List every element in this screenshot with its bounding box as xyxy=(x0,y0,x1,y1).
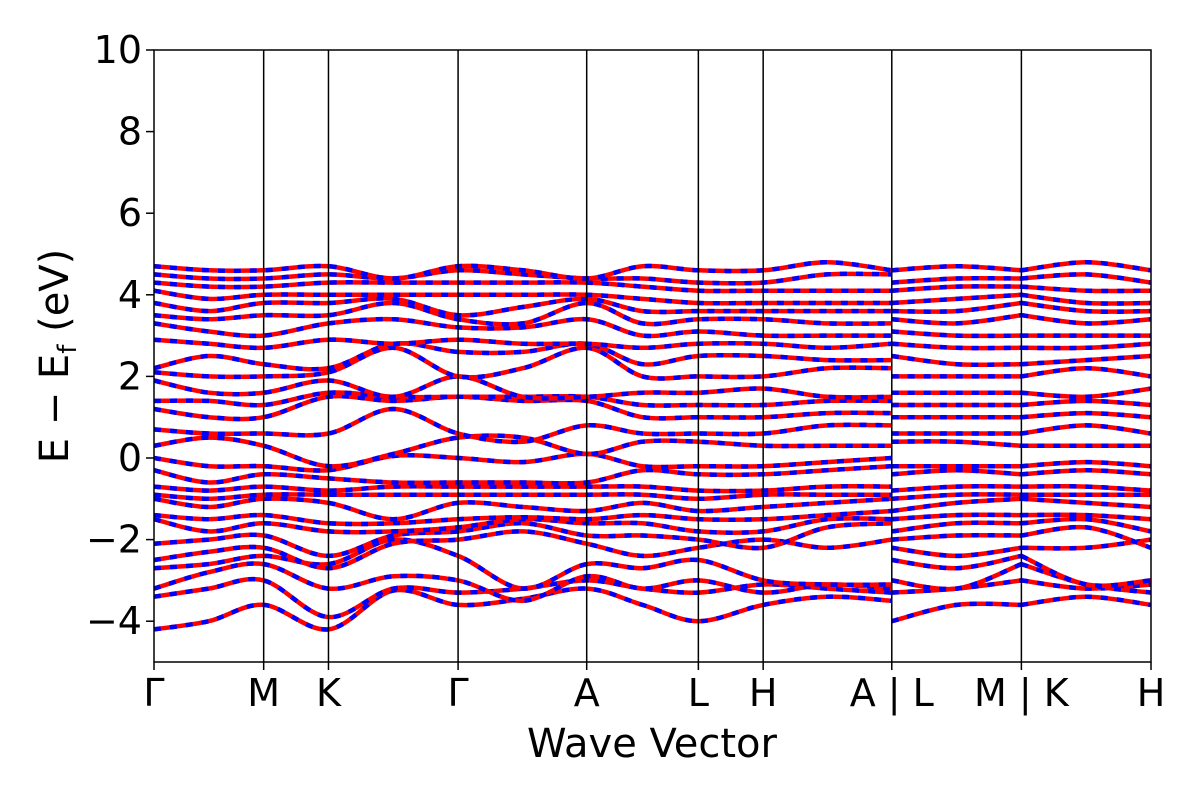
band-14-KH-spin-down xyxy=(1021,423,1152,436)
x-tick-label: Γ xyxy=(143,671,164,715)
band-27-KH-spin-down xyxy=(1021,259,1152,273)
band-4-spin-down xyxy=(153,529,893,571)
band-17-spin-down xyxy=(153,374,892,401)
band-18-KH-spin-down xyxy=(1021,365,1152,379)
band-21-LM-spin-down xyxy=(891,329,1022,339)
band-5-LM-spin-down xyxy=(891,532,1022,542)
bands-layer xyxy=(153,259,1152,632)
x-tick-label: M | K xyxy=(974,671,1070,716)
band-25-LM-spin-down xyxy=(891,284,1022,293)
band-20-LM-spin-down xyxy=(891,341,1022,351)
band-22-LM-spin-down xyxy=(891,312,1022,326)
band-6-KH-spin-down xyxy=(1021,516,1152,534)
band-0-KH-spin-down xyxy=(1021,594,1152,608)
band-13-spin-down xyxy=(153,433,892,469)
band-23-spin-down xyxy=(153,296,892,318)
x-tick-label: H xyxy=(1137,671,1166,715)
band-17-spin-up xyxy=(153,374,892,401)
y-tick-label: −4 xyxy=(86,599,142,643)
y-axis-label: E − Ef (eV) xyxy=(32,249,83,464)
band-19-KH-spin-down xyxy=(1021,353,1152,367)
band-14-spin-down xyxy=(153,406,892,445)
band-22-KH-spin-down xyxy=(1021,312,1152,326)
band-10-KH-spin-down xyxy=(1021,484,1152,493)
band-7-LM-spin-down xyxy=(891,512,1022,522)
x-tick-label: H xyxy=(749,671,778,715)
band-18-spin-down xyxy=(153,345,892,381)
plot-frame xyxy=(153,49,1152,663)
band-3-spin-down xyxy=(153,537,892,591)
kpoint-lines xyxy=(262,50,1023,662)
band-24-LM-spin-down xyxy=(891,292,1022,306)
y-axis-label-unit: (eV) xyxy=(32,249,78,345)
x-tick-label: A | L xyxy=(850,671,934,716)
band-19-LM-spin-down xyxy=(891,353,1022,368)
band-26-LM-spin-down xyxy=(891,275,1022,285)
band-13-LM-spin-down xyxy=(891,439,1022,449)
band-20-KH-spin-down xyxy=(1021,341,1152,351)
x-tick-label: Γ xyxy=(447,671,468,715)
band-9-LM-spin-down xyxy=(891,492,1022,502)
band-11-KH-spin-down xyxy=(1021,467,1152,477)
y-tick-label: −2 xyxy=(86,518,142,562)
band-19-spin-down xyxy=(153,341,892,372)
band-11-LM-spin-down xyxy=(891,467,1022,477)
band-17-KH-spin-down xyxy=(1021,386,1152,400)
y-tick-label: 2 xyxy=(118,354,142,398)
band-15-KH-spin-down xyxy=(1021,410,1152,420)
band-10-LM-spin-down xyxy=(891,484,1022,493)
y-tick-label: 0 xyxy=(118,436,142,480)
band-25-KH-spin-down xyxy=(1021,284,1152,294)
x-axis-label: Wave Vector xyxy=(527,721,778,767)
band-5-KH-spin-down xyxy=(1021,524,1152,550)
band-8-spin-down xyxy=(153,496,892,522)
band-2-spin-down xyxy=(153,561,892,604)
band-23-LM-spin-down xyxy=(891,300,1022,314)
x-tick-label: K xyxy=(316,671,342,715)
band-2-LM-spin-down xyxy=(891,561,1023,592)
band-22-spin-down xyxy=(153,300,892,327)
band-16-KH-spin-down xyxy=(1021,398,1152,408)
x-tick-label: M xyxy=(247,671,280,715)
band-0-spin-up xyxy=(153,586,892,632)
band-0-LM-spin-down xyxy=(891,601,1022,624)
band-12-KH-spin-down xyxy=(1021,459,1152,469)
band-0-spin-down xyxy=(153,586,892,632)
band-7-KH-spin-down xyxy=(1021,512,1152,522)
band-6-LM-spin-down xyxy=(891,520,1022,534)
y-tick-label: 8 xyxy=(118,110,142,154)
y-axis-label-subscript: f xyxy=(53,344,83,354)
x-tick-label: L xyxy=(688,671,709,715)
band-26-KH-spin-down xyxy=(1021,272,1152,285)
band-27-LM-spin-down xyxy=(891,263,1022,273)
band-24-KH-spin-down xyxy=(1021,292,1152,306)
band-4-LM-spin-down xyxy=(891,545,1022,559)
band-1-KH-spin-down xyxy=(1021,578,1152,591)
band-8-KH-spin-down xyxy=(1021,496,1152,510)
band-3-KH-spin-down xyxy=(1020,553,1152,588)
y-tick-label: 6 xyxy=(118,191,142,235)
y-tick-label: 10 xyxy=(94,28,142,72)
y-tick-label: 4 xyxy=(118,273,142,317)
band-15-spin-down xyxy=(153,393,892,422)
band-23-KH-spin-down xyxy=(1021,300,1152,314)
y-axis: −4 −2 0 2 4 6 8 10 xyxy=(86,28,154,643)
band-21-spin-down xyxy=(153,316,892,339)
y-axis-label-main: E − E xyxy=(32,354,78,464)
band-8-LM-spin-down xyxy=(891,496,1022,514)
band-3-LM-spin-down xyxy=(891,553,1022,571)
x-tick-label: A xyxy=(574,671,600,715)
band-5-spin-down xyxy=(153,521,892,559)
